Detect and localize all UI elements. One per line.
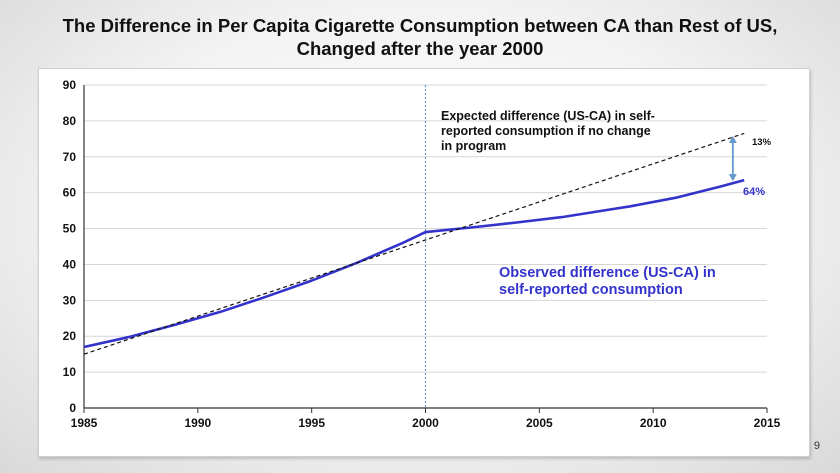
observed-line bbox=[83, 178, 745, 349]
title-line-1: The Difference in Per Capita Cigarette C… bbox=[62, 15, 778, 36]
series-lines bbox=[83, 132, 745, 355]
x-tick-label: 1990 bbox=[184, 416, 211, 430]
expected-annotation-line-3: in program bbox=[441, 139, 506, 153]
y-tick-label: 10 bbox=[63, 365, 77, 379]
observed-annotation-line-1: Observed difference (US-CA) in bbox=[499, 265, 716, 281]
page-number: 9 bbox=[813, 440, 820, 452]
y-tick-label: 0 bbox=[69, 401, 76, 415]
x-tick-label: 1995 bbox=[298, 416, 325, 430]
slide-title: The Difference in Per Capita Cigarette C… bbox=[0, 14, 840, 60]
observed-annotation-line-2: self-reported consumption bbox=[499, 282, 683, 298]
y-tick-label: 80 bbox=[63, 114, 77, 128]
y-tick-label: 40 bbox=[63, 257, 77, 271]
gap-arrow bbox=[728, 136, 737, 182]
gap-arrow-head-top bbox=[728, 136, 737, 144]
x-tick-label: 1985 bbox=[71, 416, 98, 430]
y-tick-label: 20 bbox=[63, 329, 77, 343]
x-tick-label: 2005 bbox=[526, 416, 553, 430]
y-tick-label: 70 bbox=[63, 150, 77, 164]
expected-annotation-line-2: reported consumption if no change bbox=[441, 124, 651, 138]
x-tick-label: 2015 bbox=[754, 416, 781, 430]
title-line-2: Changed after the year 2000 bbox=[296, 38, 544, 59]
gap-arrow-head-bottom bbox=[728, 174, 737, 182]
end-value-label: 64% bbox=[743, 186, 765, 198]
x-tick-label: 2010 bbox=[640, 416, 667, 430]
y-tick-label: 60 bbox=[63, 186, 77, 200]
expected-annotation-line-1: Expected difference (US-CA) in self- bbox=[441, 109, 655, 123]
y-tick-label: 50 bbox=[63, 222, 77, 236]
chart-frame: 0 10 20 30 40 50 60 70 80 90 1985 1990 1995 2000 2005… bbox=[38, 68, 810, 457]
y-tick-labels: 0 10 20 30 40 50 60 70 80 90 bbox=[63, 78, 77, 415]
x-tick-labels: 1985 1990 1995 2000 2005 2010 2015 bbox=[71, 416, 781, 430]
y-tick-label: 90 bbox=[63, 78, 77, 92]
expected-trend-line bbox=[83, 132, 745, 355]
gap-label: 13% bbox=[752, 137, 772, 148]
line-chart: 0 10 20 30 40 50 60 70 80 90 1985 1990 1995 2000 2005… bbox=[63, 78, 781, 430]
y-tick-label: 30 bbox=[63, 293, 77, 307]
x-tick-label: 2000 bbox=[412, 416, 439, 430]
